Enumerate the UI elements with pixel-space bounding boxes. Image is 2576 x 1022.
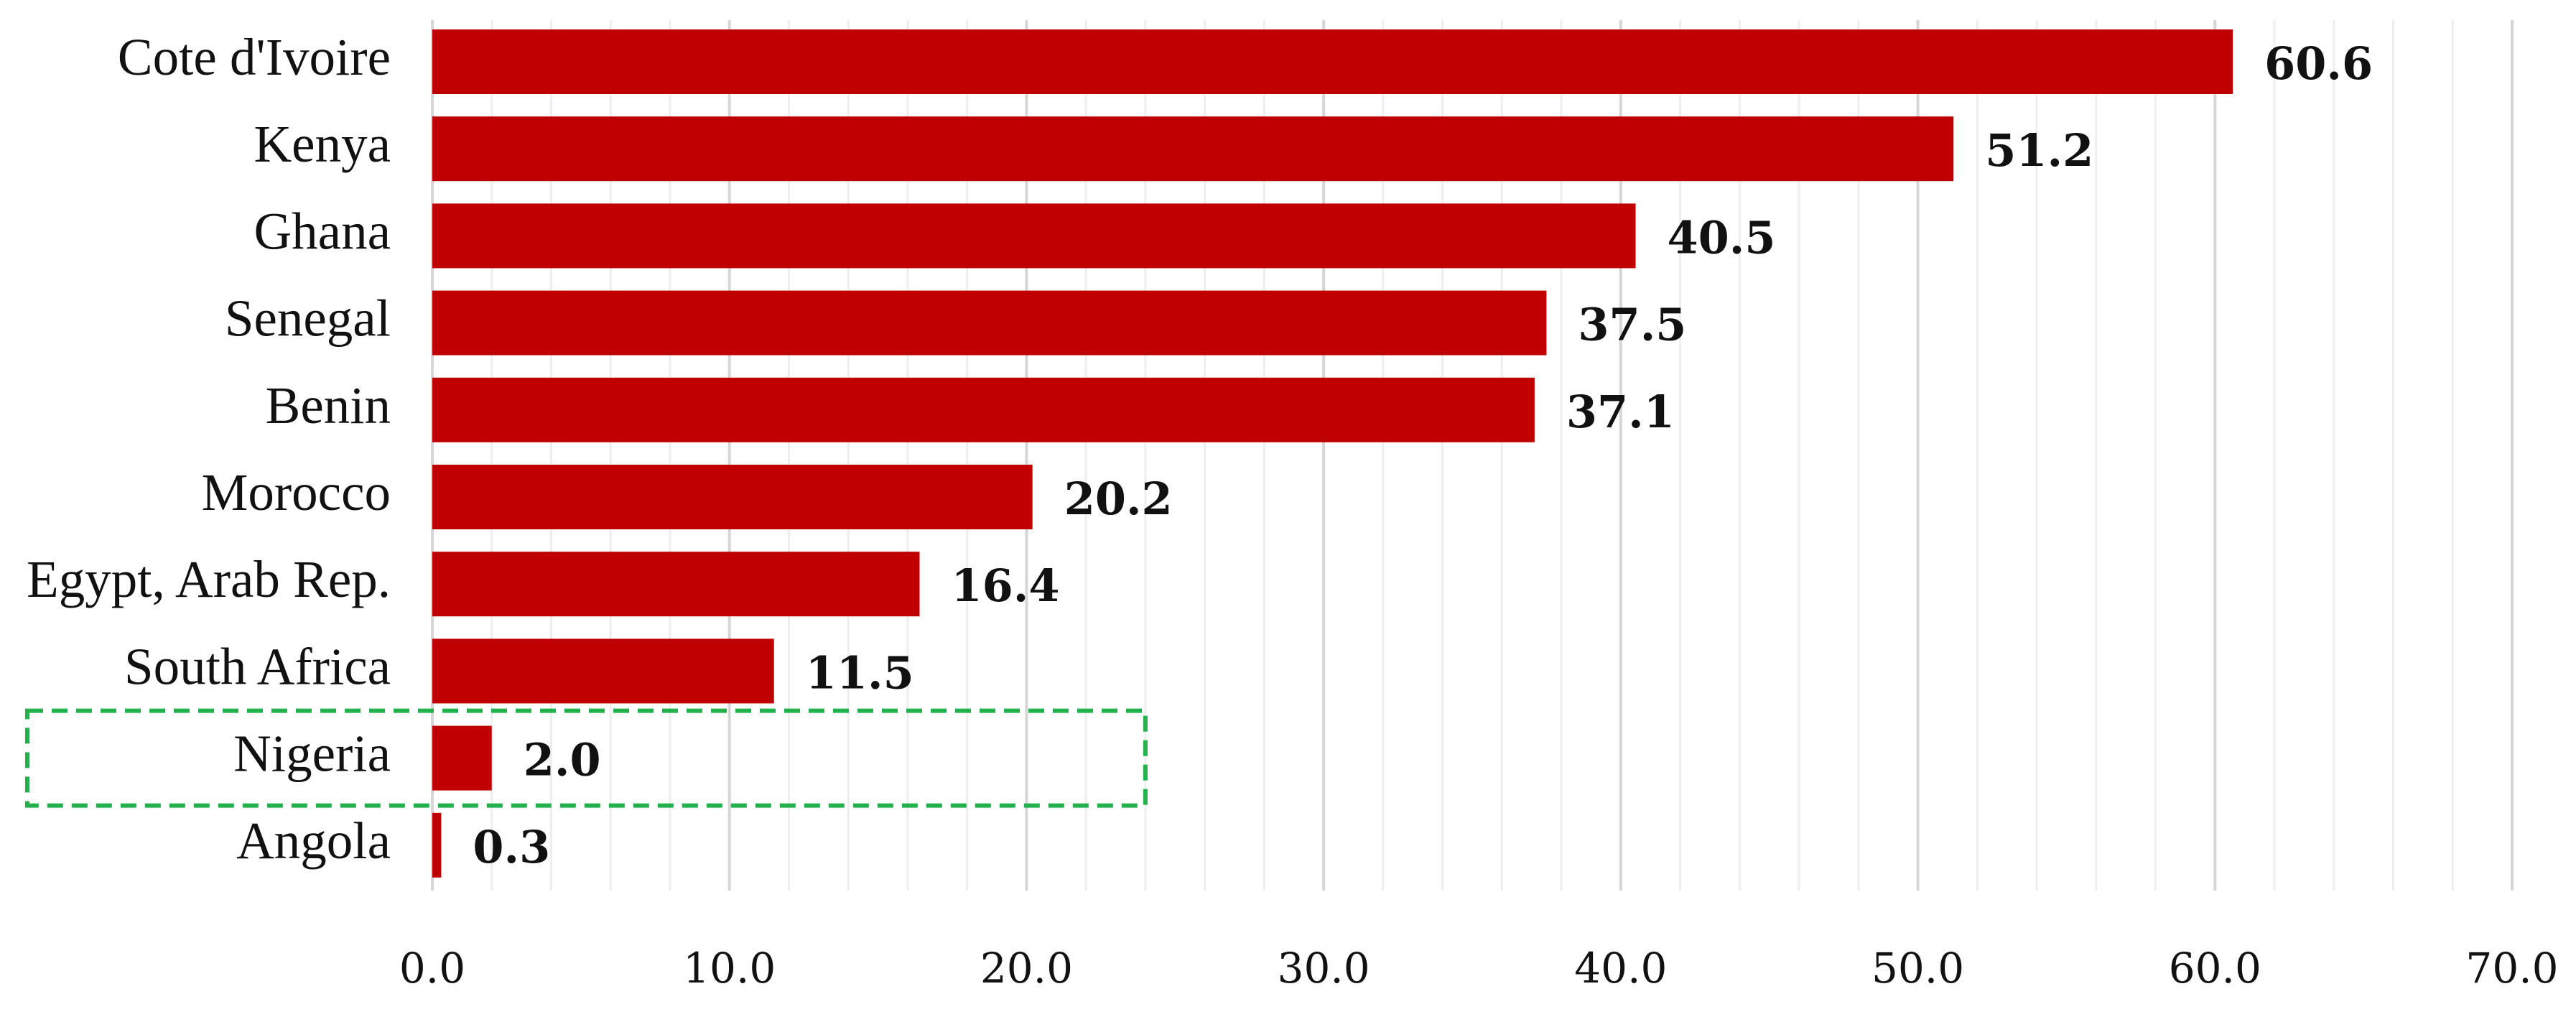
bar <box>432 203 1636 269</box>
category-label: Benin <box>266 376 391 435</box>
category-label: Nigeria <box>233 725 391 783</box>
bar <box>432 116 1954 182</box>
x-tick-label: 0.0 <box>399 944 465 993</box>
category-label: Angola <box>236 812 391 870</box>
bar <box>432 290 1547 356</box>
data-label: 37.1 <box>1566 386 1675 438</box>
category-label: Senegal <box>225 289 391 348</box>
highlight-box <box>25 708 1148 808</box>
data-label: 40.5 <box>1668 211 1776 264</box>
category-label: Egypt, Arab Rep. <box>27 550 391 608</box>
data-label: 16.4 <box>951 559 1059 612</box>
value-labels: 60.6 51.2 40.5 37.5 37.1 20.216.4 11.5 2.0 0.3 <box>473 37 2373 873</box>
x-axis-tick-labels: 0.0 10.0 20.0 30.0 40.0 50.0 60.0 70.0 <box>399 944 2559 993</box>
x-tick-label: 20.0 <box>980 944 1073 993</box>
x-tick-label: 40.0 <box>1574 944 1667 993</box>
x-tick-label: 50.0 <box>1871 944 1964 993</box>
data-label: 60.6 <box>2264 37 2373 90</box>
bar <box>432 638 774 704</box>
bar <box>432 552 920 617</box>
bar <box>432 29 2233 94</box>
bar <box>432 725 492 791</box>
data-label: 2.0 <box>524 734 601 786</box>
data-label: 51.2 <box>1985 124 2093 177</box>
category-labels: Cote d'Ivoire Kenya Ghana Senegal Benin Moroc… <box>27 28 391 870</box>
data-label: 0.3 <box>473 821 550 873</box>
bar <box>432 377 1535 442</box>
category-label: Cote d'Ivoire <box>118 28 391 86</box>
data-label: 20.2 <box>1064 473 1173 525</box>
data-label: 37.5 <box>1578 299 1686 351</box>
category-label: Ghana <box>254 202 391 260</box>
x-tick-label: 10.0 <box>683 944 776 993</box>
category-label: South Africa <box>124 637 391 695</box>
x-tick-label: 70.0 <box>2465 944 2558 993</box>
data-label: 11.5 <box>806 646 914 699</box>
bar <box>432 465 1033 529</box>
x-tick-label: 30.0 <box>1278 944 1370 993</box>
bar <box>432 812 442 878</box>
category-label: Kenya <box>254 115 391 173</box>
bars <box>432 29 2233 878</box>
x-tick-label: 60.0 <box>2169 944 2261 993</box>
category-label: Morocco <box>201 463 391 521</box>
